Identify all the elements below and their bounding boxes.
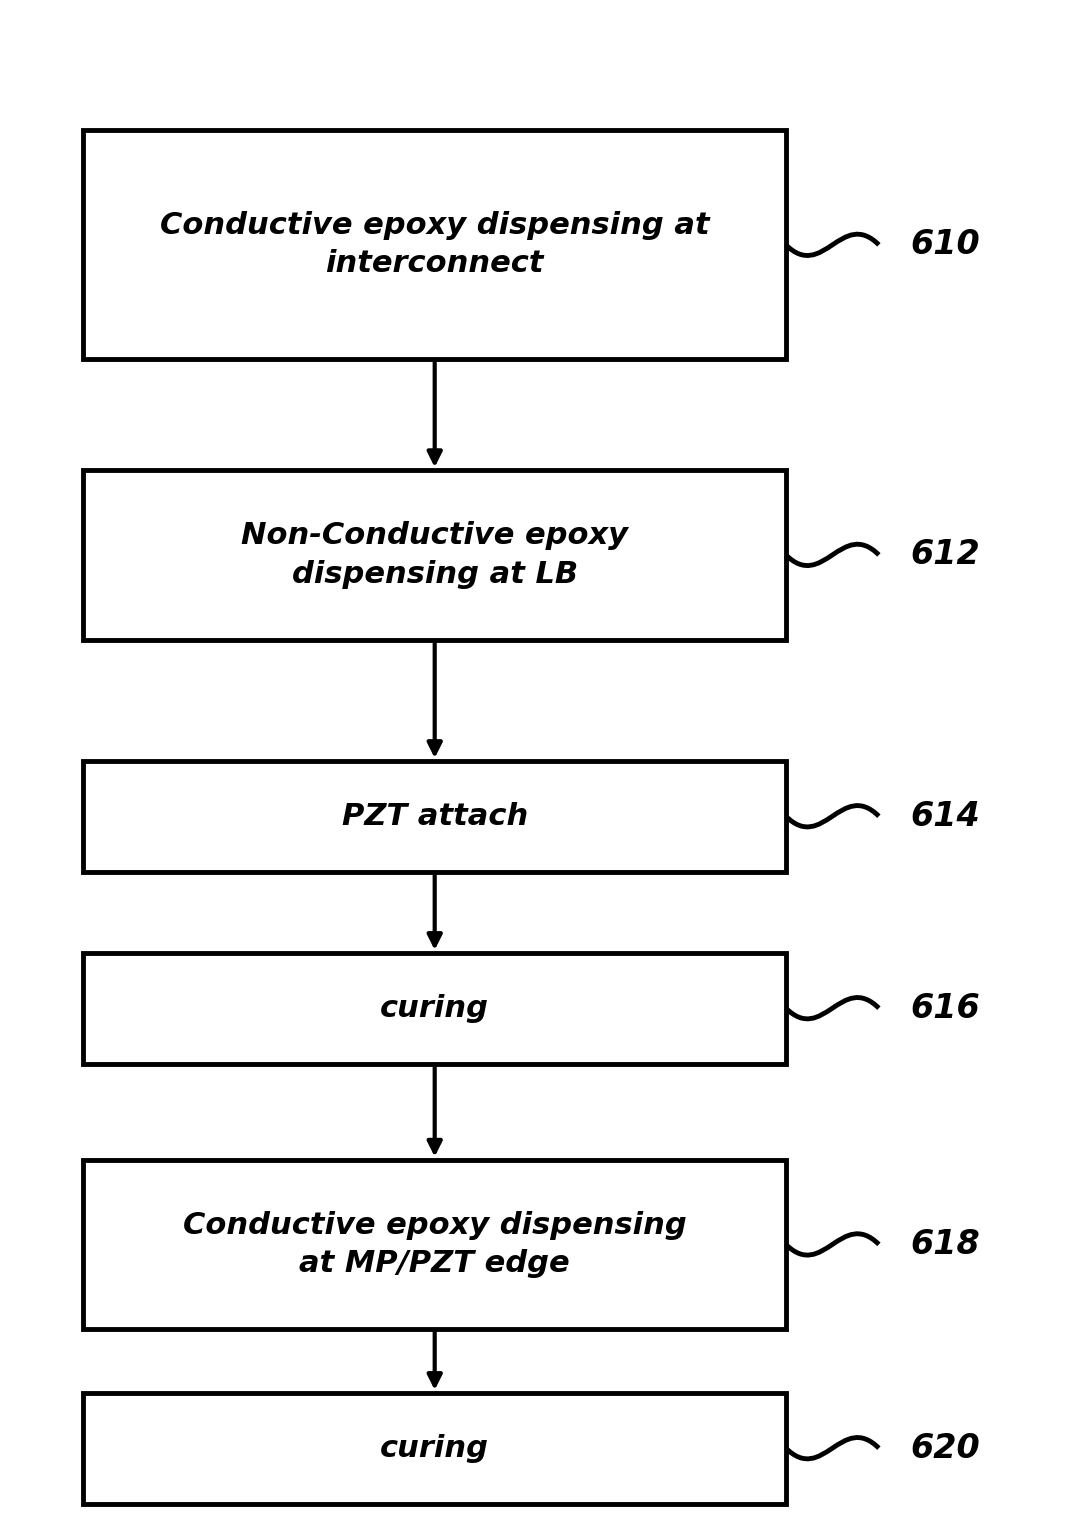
Bar bbox=[84, 471, 785, 640]
Text: 618: 618 bbox=[910, 1227, 979, 1261]
Bar bbox=[84, 1393, 785, 1504]
Text: 620: 620 bbox=[910, 1432, 979, 1464]
Bar bbox=[84, 954, 785, 1064]
Text: 616: 616 bbox=[910, 992, 979, 1024]
Text: 612: 612 bbox=[910, 538, 979, 572]
Text: 614: 614 bbox=[910, 800, 979, 832]
Text: Conductive epoxy dispensing at
interconnect: Conductive epoxy dispensing at interconn… bbox=[160, 211, 709, 278]
Bar bbox=[84, 131, 785, 360]
Text: 610: 610 bbox=[910, 228, 979, 261]
Bar bbox=[84, 1160, 785, 1329]
Text: PZT attach: PZT attach bbox=[341, 801, 528, 831]
Text: Conductive epoxy dispensing
at MP/PZT edge: Conductive epoxy dispensing at MP/PZT ed… bbox=[183, 1210, 686, 1278]
Bar bbox=[84, 761, 785, 872]
Text: curing: curing bbox=[380, 1433, 490, 1463]
Text: curing: curing bbox=[380, 994, 490, 1023]
Text: Non-Conductive epoxy
dispensing at LB: Non-Conductive epoxy dispensing at LB bbox=[241, 521, 628, 589]
